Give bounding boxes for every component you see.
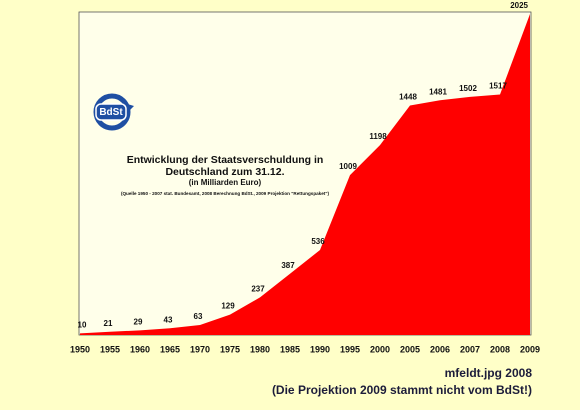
value-label: 10 [78,321,87,330]
area [80,14,530,335]
x-tick-label: 1980 [250,344,270,354]
x-tick-label: 1955 [100,344,120,354]
chart-title: Deutschland zum 31.12. [165,166,284,178]
x-tick-label: 1985 [280,344,300,354]
chart-subtitle: (in Milliarden Euro) [189,178,262,187]
value-label: 1198 [369,132,387,141]
x-tick-label: 2009 [520,344,540,354]
value-label: 43 [164,315,173,324]
value-label: 1517 [489,82,507,91]
value-label: 1502 [459,84,477,93]
value-label: 1009 [339,162,357,171]
x-tick-label: 1965 [160,344,180,354]
value-label: 2025 [510,1,528,10]
x-tick-label: 1970 [190,344,210,354]
logo-text: BdSt [99,107,123,118]
value-label: 129 [221,302,235,311]
x-tick-label: 1975 [220,344,240,354]
value-label: 536 [311,237,325,246]
footer: mfeldt.jpg 2008 [445,366,533,380]
footer: (Die Projektion 2009 stammt nicht vom Bd… [272,383,532,397]
x-tick-label: 1950 [70,344,90,354]
logo-box [95,103,127,121]
x-tick-label: 2008 [490,344,510,354]
value-label: 1481 [429,87,447,96]
value-label: 1448 [399,93,417,102]
value-label: 387 [281,261,295,270]
value-label: 29 [134,318,143,327]
x-tick-label: 2005 [400,344,420,354]
x-tick-label: 1960 [130,344,150,354]
x-tick-label: 2006 [430,344,450,354]
x-tick-label: 1990 [310,344,330,354]
chart-source: (Quelle 1950 - 2007 stat. Bundesamt, 200… [121,191,330,196]
value-label: 21 [104,319,113,328]
x-tick-label: 1995 [340,344,360,354]
x-tick-label: 2000 [370,344,390,354]
chart-title: Entwicklung der Staatsverschuldung in [127,154,324,166]
x-tick-label: 2007 [460,344,480,354]
logo: BdSt [93,93,134,131]
value-label: 237 [251,285,265,294]
value-label: 63 [194,312,203,321]
